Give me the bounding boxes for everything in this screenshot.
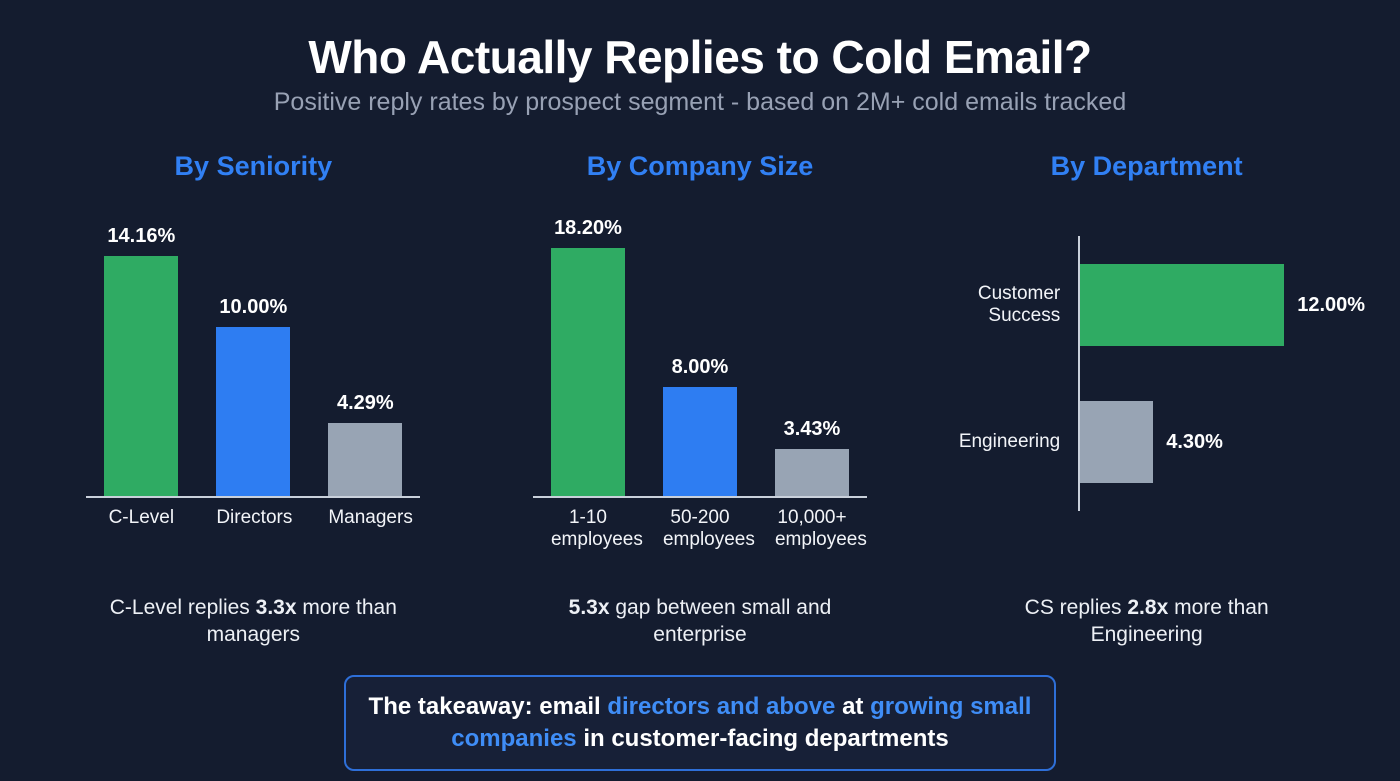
bar-value-label-customer-success: 12.00% <box>1297 293 1366 316</box>
bar-value-label-engineering: 4.30% <box>1166 430 1223 453</box>
bar-c-level <box>104 256 179 496</box>
chart-region-department: Customer Success 12.00% Engineering 4.30% <box>928 208 1365 560</box>
panel-company-size: By Company Size 18.20% 8.00% 3.43% 1-10 emp… <box>477 151 924 649</box>
axis-label-managers: Managers <box>328 507 413 528</box>
chart-title-seniority: By Seniority <box>174 151 333 181</box>
chart-panels: By Seniority 14.16% 10.00% 4.29% C-Level Dir… <box>0 151 1400 649</box>
bar-chart-seniority: 14.16% 10.00% 4.29% C-Level Directors Manager… <box>86 208 421 529</box>
bar-value-label-1-10-employees: 18.20% <box>554 217 622 239</box>
axis-label-1-10-employees: 1-10 employees <box>550 507 643 550</box>
chart-title-department: By Department <box>1050 151 1243 181</box>
plot-area: 14.16% 10.00% 4.29% <box>86 208 421 498</box>
bar-managers <box>328 423 403 496</box>
bar-group-engineering: Engineering 4.30% <box>928 401 1365 483</box>
bar-engineering <box>1080 401 1154 483</box>
takeaway-text: at <box>835 692 871 720</box>
caption-highlight: 3.3x <box>255 596 297 619</box>
takeaway-accent-text: directors and above <box>607 692 836 720</box>
takeaway-text: in customer-facing departments <box>576 724 949 752</box>
caption-text: gap between small and enterprise <box>609 596 832 647</box>
bar-group-1-10-employees: 18.20% <box>550 217 625 496</box>
takeaway-accent-text: growing small companies <box>451 692 1032 752</box>
bar-chart-company-size: 18.20% 8.00% 3.43% 1-10 employees 50-200 emp… <box>532 208 867 551</box>
bar-10-000-employees <box>774 449 849 496</box>
page-subtitle: Positive reply rates by prospect segment… <box>273 88 1127 116</box>
bar-chart-department: Customer Success 12.00% Engineering 4.30% <box>928 236 1365 511</box>
bar-value-label-50-200-employees: 8.00% <box>671 356 729 378</box>
bar-directors <box>216 327 291 496</box>
caption-text: more than managers <box>206 596 397 647</box>
axis-label-10-000-employees: 10,000+ employees <box>774 507 867 550</box>
caption-highlight: 2.8x <box>1127 596 1169 619</box>
bar-50-200-employees <box>662 387 737 496</box>
bar-group-50-200-employees: 8.00% <box>662 356 737 496</box>
bar-value-label-10-000-employees: 3.43% <box>783 418 841 440</box>
caption-text: more than Engineering <box>1090 596 1269 647</box>
takeaway-text: The takeaway: email <box>368 692 608 720</box>
chart-title-company-size: By Company Size <box>586 151 814 181</box>
panel-department: By Department Customer Success 12.00% Engi… <box>923 151 1370 649</box>
panel-seniority: By Seniority 14.16% 10.00% 4.29% C-Level Dir… <box>30 151 477 649</box>
caption-text: C-Level replies <box>109 596 256 619</box>
caption-company-size: 5.3x gap between small and enterprise <box>535 594 865 649</box>
axis-label-customer-success: Customer Success <box>977 283 1061 326</box>
category-axis: 1-10 employees 50-200 employees 10,000+ em… <box>533 507 867 551</box>
category-axis: C-Level Directors Managers <box>86 507 420 529</box>
axis-label-50-200-employees: 50-200 employees <box>662 507 755 550</box>
bar-group-directors: 10.00% <box>216 296 291 496</box>
axis-label-directors: Directors <box>216 507 293 528</box>
caption-text: CS replies <box>1024 596 1128 619</box>
bar-value-label-c-level: 14.16% <box>107 225 176 247</box>
bar-1-10-employees <box>550 248 625 496</box>
bar-customer-success <box>1080 264 1285 346</box>
plot-area: 18.20% 8.00% 3.43% <box>532 208 867 498</box>
takeaway-box: The takeaway: email directors and above … <box>344 674 1056 772</box>
bar-group-c-level: 14.16% <box>104 225 179 496</box>
bar-value-label-managers: 4.29% <box>336 392 394 414</box>
bar-group-managers: 4.29% <box>328 392 403 496</box>
bar-group-10-000-employees: 3.43% <box>774 418 849 496</box>
chart-region-seniority: 14.16% 10.00% 4.29% C-Level Directors Manager… <box>86 208 421 560</box>
caption-seniority: C-Level replies 3.3x more than managers <box>88 594 418 649</box>
bar-value-label-directors: 10.00% <box>219 296 288 318</box>
caption-highlight: 5.3x <box>568 596 610 619</box>
caption-department: CS replies 2.8x more than Engineering <box>982 594 1312 649</box>
axis-label-engineering: Engineering <box>958 431 1061 453</box>
bar-group-customer-success: Customer Success 12.00% <box>928 264 1365 346</box>
page-title: Who Actually Replies to Cold Email? <box>308 31 1092 83</box>
axis-label-c-level: C-Level <box>108 507 175 528</box>
chart-region-company-size: 18.20% 8.00% 3.43% 1-10 employees 50-200 emp… <box>532 208 867 560</box>
